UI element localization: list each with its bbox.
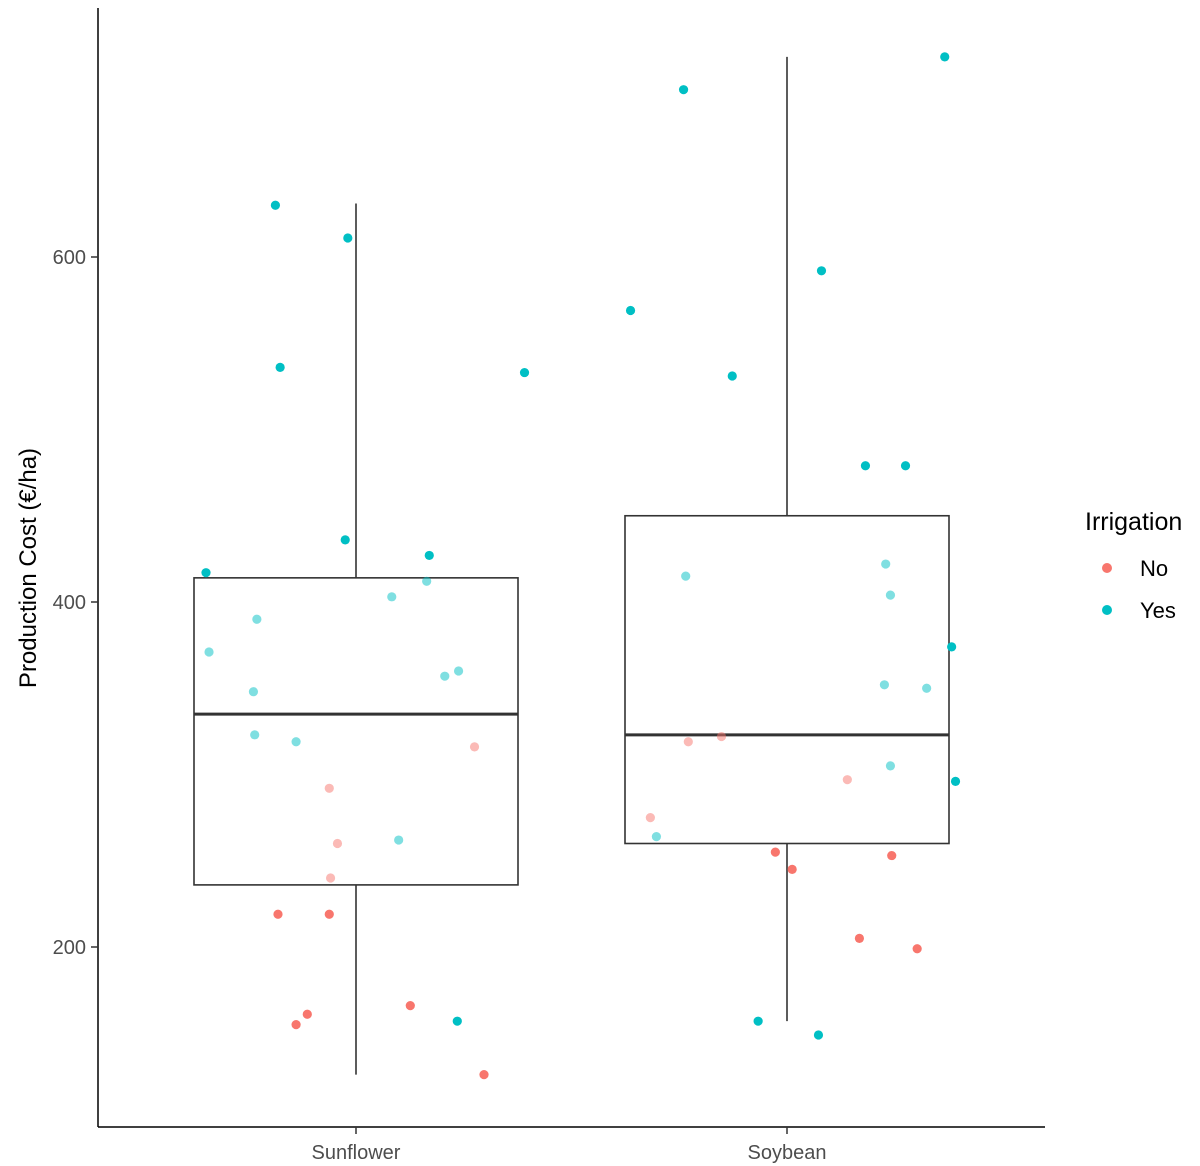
data-point: [343, 233, 353, 243]
data-point: [324, 909, 334, 919]
data-point: [422, 576, 432, 586]
y-tick-label: 600: [53, 247, 86, 269]
data-point: [950, 776, 961, 787]
box-sunflower: [193, 203, 519, 1075]
data-point: [645, 813, 655, 823]
legend-key: [1102, 605, 1112, 615]
legend-entry-yes: Yes: [1102, 598, 1176, 623]
data-point: [469, 742, 480, 752]
data-point: [275, 362, 285, 372]
data-point: [440, 671, 450, 681]
data-point: [716, 731, 727, 742]
legend-title: Irrigation: [1085, 508, 1182, 536]
data-point: [816, 266, 827, 276]
y-ticks: 200 400 600: [53, 247, 98, 959]
box-iqr: [193, 577, 519, 886]
data-point: [753, 1016, 763, 1026]
data-point: [770, 847, 780, 857]
legend-label: No: [1140, 556, 1168, 581]
data-point: [625, 305, 636, 316]
data-point: [881, 559, 891, 569]
data-point: [394, 835, 404, 845]
data-point: [678, 85, 689, 95]
data-point: [270, 200, 281, 210]
data-point: [813, 1030, 824, 1040]
data-point: [479, 1070, 489, 1080]
data-point: [681, 571, 691, 581]
legend: Irrigation No Yes: [1085, 508, 1182, 623]
points-layer: [201, 52, 961, 1080]
data-point: [453, 666, 464, 676]
data-point: [204, 647, 214, 657]
data-point: [900, 461, 911, 471]
data-point: [405, 1001, 415, 1011]
data-point: [291, 737, 301, 747]
data-point: [248, 687, 259, 697]
data-point: [912, 944, 922, 954]
data-point: [387, 592, 397, 602]
y-axis-title: Production Cost (€/ha): [15, 448, 42, 688]
data-point: [940, 52, 950, 62]
data-point: [683, 737, 693, 747]
data-point: [291, 1020, 301, 1030]
data-point: [324, 783, 334, 793]
data-point: [340, 535, 350, 545]
data-point: [885, 761, 896, 771]
data-point: [519, 367, 530, 378]
data-point: [201, 568, 211, 578]
legend-label: Yes: [1140, 598, 1176, 623]
legend-key: [1102, 563, 1112, 573]
data-point: [252, 614, 262, 624]
data-point: [860, 461, 871, 471]
axes-layer: [97, 8, 1045, 1128]
x-tick-label: Soybean: [748, 1142, 827, 1164]
boxes-layer: [193, 56, 950, 1075]
data-point: [787, 864, 797, 874]
x-ticks: Sunflower Soybean: [312, 1127, 827, 1164]
y-tick-label: 200: [53, 937, 86, 959]
data-point: [887, 850, 897, 861]
box-iqr: [624, 514, 950, 845]
y-tick-label: 400: [53, 592, 86, 614]
data-point: [727, 371, 737, 381]
data-point: [879, 680, 890, 690]
data-point: [332, 838, 343, 849]
data-point: [302, 1009, 312, 1019]
data-point: [651, 832, 662, 842]
data-point: [325, 873, 336, 883]
x-tick-label: Sunflower: [312, 1142, 401, 1164]
legend-entry-no: No: [1102, 556, 1168, 581]
data-point: [922, 683, 932, 693]
data-point: [885, 590, 896, 600]
data-point: [854, 933, 865, 943]
data-point: [947, 642, 957, 652]
data-point: [250, 730, 260, 740]
data-point: [842, 775, 852, 785]
box-soybean: [624, 56, 950, 1022]
data-point: [424, 550, 434, 561]
data-point: [273, 909, 283, 919]
data-point: [452, 1016, 462, 1026]
